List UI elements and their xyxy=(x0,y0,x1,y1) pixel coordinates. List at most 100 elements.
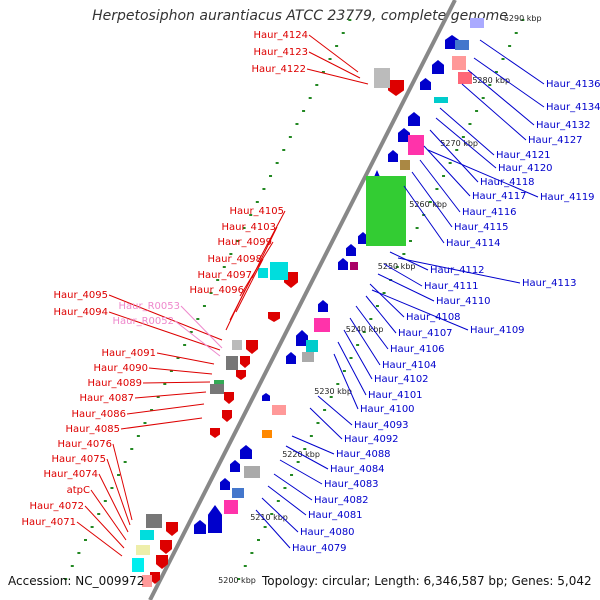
gene-label[interactable]: Haur_4089 xyxy=(87,378,142,389)
gene-label[interactable]: Haur_4097 xyxy=(197,270,252,281)
forward-gene[interactable] xyxy=(236,370,246,380)
feature-block[interactable] xyxy=(232,488,244,498)
gene-label[interactable]: Haur_4072 xyxy=(29,501,84,512)
feature-block[interactable] xyxy=(452,56,466,70)
feature-block[interactable] xyxy=(434,97,448,103)
reverse-gene[interactable] xyxy=(286,352,296,364)
feature-block[interactable] xyxy=(272,405,286,415)
gene-label[interactable]: Haur_4075 xyxy=(51,454,106,465)
forward-gene[interactable] xyxy=(246,340,258,354)
reverse-gene[interactable] xyxy=(318,300,328,312)
gene-label[interactable]: Haur_4095 xyxy=(53,290,108,301)
feature-block[interactable] xyxy=(136,545,150,555)
feature-block[interactable] xyxy=(132,558,144,572)
gene-label[interactable]: Haur_4071 xyxy=(21,517,76,528)
reverse-gene[interactable] xyxy=(388,150,398,162)
reverse-gene[interactable] xyxy=(408,112,420,126)
feature-block[interactable] xyxy=(270,262,288,280)
forward-gene[interactable] xyxy=(166,522,178,536)
gene-label[interactable]: Haur_4100 xyxy=(360,404,415,415)
reverse-gene[interactable] xyxy=(220,478,230,490)
forward-gene[interactable] xyxy=(210,428,220,438)
gene-label[interactable]: Haur_4122 xyxy=(251,64,306,75)
feature-block[interactable] xyxy=(140,530,154,540)
gene-label[interactable]: Haur_4115 xyxy=(454,222,509,233)
feature-block[interactable] xyxy=(226,356,238,370)
gene-label[interactable]: Haur_4092 xyxy=(344,434,399,445)
gene-label[interactable]: Haur_4102 xyxy=(374,374,429,385)
feature-block[interactable] xyxy=(455,40,469,50)
gene-label[interactable]: Haur_4091 xyxy=(101,348,156,359)
gene-label[interactable]: Haur_4117 xyxy=(472,191,527,202)
gene-label[interactable]: Haur_4106 xyxy=(390,344,445,355)
gene-label[interactable]: Haur_4081 xyxy=(308,510,363,521)
feature-block[interactable] xyxy=(470,18,484,28)
gene-label[interactable]: Haur_4105 xyxy=(229,206,284,217)
forward-gene[interactable] xyxy=(224,392,234,404)
feature-block[interactable] xyxy=(458,72,472,84)
reverse-gene[interactable] xyxy=(230,460,240,472)
gene-label[interactable]: Haur_4108 xyxy=(406,312,461,323)
gene-label[interactable]: Haur_4094 xyxy=(53,307,108,318)
gene-label[interactable]: Haur_4110 xyxy=(436,296,491,307)
gene-label[interactable]: Haur_R0052 xyxy=(113,316,175,327)
feature-block[interactable] xyxy=(374,68,390,88)
gene-label[interactable]: Haur_4119 xyxy=(540,192,595,203)
gene-label[interactable]: Haur_4093 xyxy=(354,420,409,431)
reverse-gene[interactable] xyxy=(432,60,444,74)
gene-label[interactable]: Haur_4087 xyxy=(79,393,134,404)
gene-label[interactable]: Haur_4076 xyxy=(57,439,112,450)
reverse-gene[interactable] xyxy=(208,505,222,533)
gene-label[interactable]: Haur_4111 xyxy=(424,281,479,292)
reverse-gene[interactable] xyxy=(296,330,308,346)
feature-block[interactable] xyxy=(224,500,238,514)
gene-label[interactable]: Haur_4074 xyxy=(43,469,98,480)
gene-label[interactable]: Haur_4107 xyxy=(398,328,453,339)
feature-block[interactable] xyxy=(262,430,272,438)
forward-gene[interactable] xyxy=(240,356,250,368)
gene-label[interactable]: Haur_4104 xyxy=(382,360,437,371)
gene-label[interactable]: Haur_4099 xyxy=(217,237,272,248)
forward-gene[interactable] xyxy=(388,80,404,96)
gene-label[interactable]: Haur_4080 xyxy=(300,527,355,538)
reverse-gene[interactable] xyxy=(194,520,206,534)
feature-block[interactable] xyxy=(350,262,358,270)
reverse-gene[interactable] xyxy=(420,78,431,90)
gene-label[interactable]: Haur_4084 xyxy=(330,464,385,475)
gene-label[interactable]: Haur_4103 xyxy=(221,222,276,233)
gene-label[interactable]: Haur_4096 xyxy=(189,285,244,296)
forward-gene[interactable] xyxy=(268,312,280,322)
feature-block[interactable] xyxy=(244,466,260,478)
feature-block[interactable] xyxy=(232,340,242,350)
gene-label[interactable]: Haur_4098 xyxy=(207,254,262,265)
gene-label[interactable]: Haur_4123 xyxy=(253,47,308,58)
gene-label[interactable]: Haur_4116 xyxy=(462,207,517,218)
gene-label[interactable]: Haur_4088 xyxy=(336,449,391,460)
forward-gene[interactable] xyxy=(150,572,160,584)
reverse-gene[interactable] xyxy=(262,393,270,401)
gene-label[interactable]: Haur_4136 xyxy=(546,79,600,90)
reverse-gene[interactable] xyxy=(398,128,410,142)
feature-block[interactable] xyxy=(142,575,152,587)
gene-label[interactable]: Haur_4101 xyxy=(368,390,423,401)
gene-label[interactable]: Haur_4121 xyxy=(496,150,551,161)
gene-label[interactable]: Haur_4127 xyxy=(528,135,583,146)
forward-gene[interactable] xyxy=(156,555,168,569)
feature-block[interactable] xyxy=(146,514,162,528)
forward-gene[interactable] xyxy=(222,410,232,422)
gene-label[interactable]: Haur_4118 xyxy=(480,177,535,188)
gene-label[interactable]: Haur_4082 xyxy=(314,495,369,506)
reverse-gene[interactable] xyxy=(338,258,348,270)
gene-label[interactable]: atpC xyxy=(67,485,90,496)
reverse-gene[interactable] xyxy=(346,244,356,256)
feature-block[interactable] xyxy=(400,160,410,170)
feature-block[interactable] xyxy=(210,384,224,394)
feature-block[interactable] xyxy=(408,135,424,155)
reverse-gene[interactable] xyxy=(240,445,252,459)
gene-label[interactable]: Haur_4120 xyxy=(498,163,553,174)
forward-gene[interactable] xyxy=(160,540,172,554)
feature-block[interactable] xyxy=(306,340,318,352)
gene-label[interactable]: Haur_4090 xyxy=(93,363,148,374)
gene-label[interactable]: Haur_4086 xyxy=(71,409,126,420)
